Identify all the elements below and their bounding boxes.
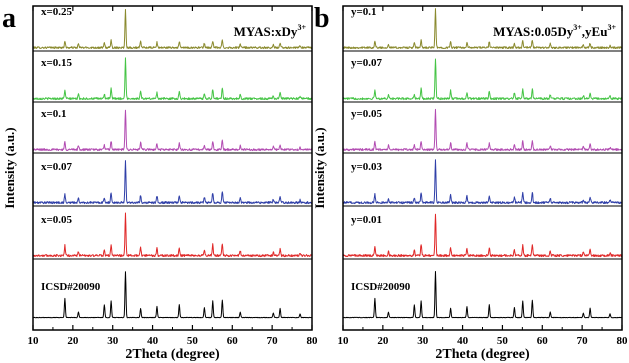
series-label: x=0.15	[41, 57, 73, 69]
x-tick-label: 70	[577, 335, 589, 347]
xrd-pattern-icsd-20090	[32, 271, 313, 319]
xrd-pattern-x-0-1	[32, 109, 313, 152]
xrd-pattern-icsd-20090	[342, 271, 623, 319]
chart-title: MYAS:xDy3+	[234, 23, 307, 39]
x-tick-label: 50	[187, 335, 199, 347]
title-superscript-2: 3+	[607, 23, 616, 32]
chart-title: MYAS:0.05Dy3+,yEu3+	[493, 23, 616, 39]
xrd-pattern-x-0-15	[32, 57, 313, 101]
xrd-pattern-y-0-07	[342, 58, 623, 101]
xrd-pattern-x-0-07	[32, 160, 313, 205]
series-label: y=0.1	[351, 6, 377, 18]
x-tick-label: 10	[338, 335, 350, 347]
xrd-pattern-y-0-03	[342, 159, 623, 205]
xrd-pattern-y-0-01	[342, 213, 623, 258]
y-axis-label: Intensity (a.u.)	[2, 127, 17, 208]
x-axis-label: 2Theta (degree)	[125, 347, 220, 362]
panel-a: x=0.25 x=0.15 x=0.1 x=0.07 x=0.05 ICSD#20090 1…	[2, 3, 318, 362]
panel-letter: b	[314, 3, 330, 34]
series-label: ICSD#20090	[41, 281, 101, 293]
x-tick-label: 70	[267, 335, 279, 347]
series-label: y=0.05	[351, 108, 383, 120]
x-tick-label: 50	[497, 335, 509, 347]
title-tail: ,yEu	[582, 24, 608, 39]
x-axis-label: 2Theta (degree)	[435, 347, 530, 362]
xrd-pattern-x-0-25	[32, 8, 313, 50]
series-label: y=0.01	[351, 214, 382, 226]
xrd-pattern-x-0-05	[32, 212, 313, 258]
series-label: x=0.25	[41, 6, 73, 18]
panel-letter: a	[2, 3, 16, 34]
series-label: x=0.05	[41, 214, 73, 226]
panel-b: y=0.1 y=0.07 y=0.05 y=0.03 y=0.01 ICSD#20090 1…	[312, 3, 628, 362]
x-tick-label: 20	[67, 335, 79, 347]
x-tick-label: 30	[417, 335, 429, 347]
title-superscript: 3+	[573, 23, 582, 32]
title-superscript: 3+	[297, 23, 306, 32]
title-main: MYAS:0.05Dy	[493, 24, 574, 39]
x-tick-label: 40	[457, 335, 469, 347]
xrd-pattern-y-0-1	[342, 8, 623, 50]
series-label: y=0.07	[351, 57, 383, 69]
y-axis-label: Intensity (a.u.)	[312, 127, 327, 208]
series-label: ICSD#20090	[351, 281, 411, 293]
title-main: MYAS:xDy	[234, 24, 298, 39]
series-label: x=0.1	[41, 108, 67, 120]
x-tick-label: 80	[617, 335, 629, 347]
x-tick-label: 60	[227, 335, 239, 347]
x-tick-label: 30	[107, 335, 119, 347]
series-label: x=0.07	[41, 161, 73, 173]
x-tick-label: 20	[377, 335, 389, 347]
x-tick-label: 10	[28, 335, 40, 347]
x-tick-label: 80	[307, 335, 319, 347]
series-label: y=0.03	[351, 161, 383, 173]
x-tick-label: 40	[147, 335, 159, 347]
x-tick-label: 60	[537, 335, 549, 347]
xrd-pattern-y-0-05	[342, 108, 623, 152]
